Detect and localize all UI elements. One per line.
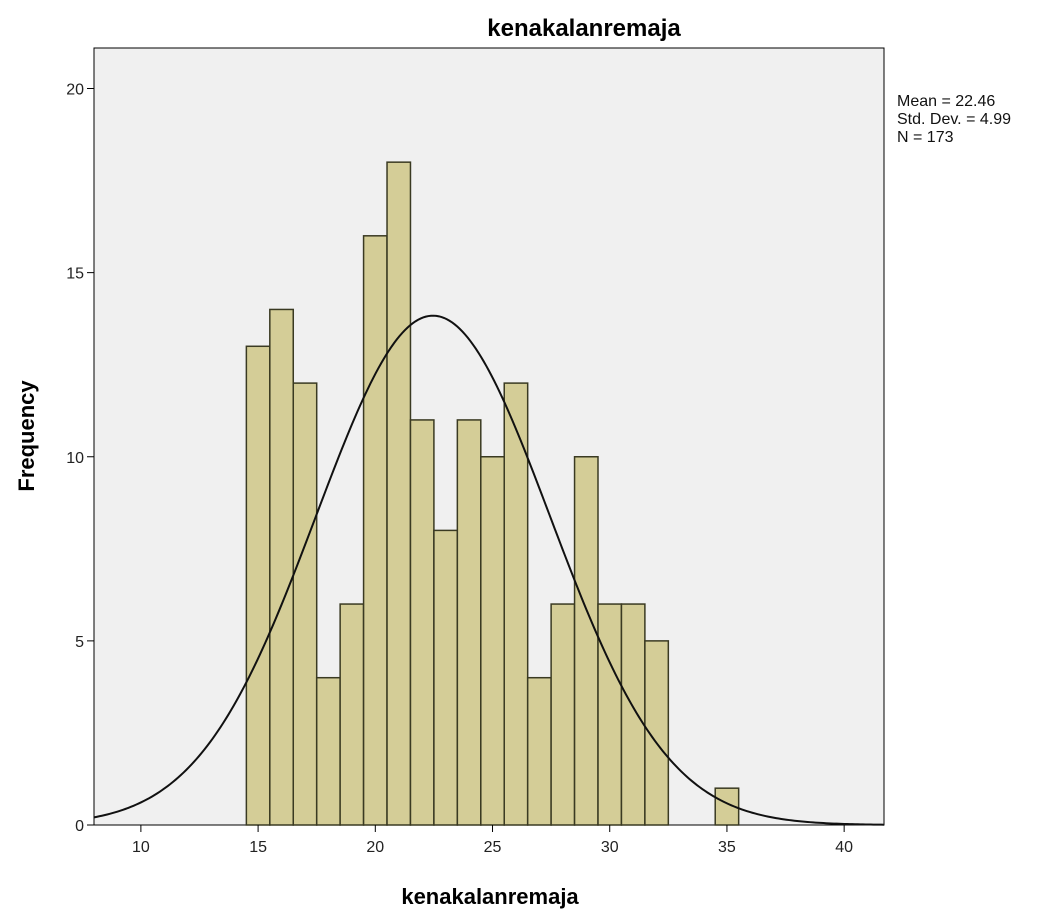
histogram-bar <box>292 382 318 826</box>
histogram-bar <box>245 345 271 826</box>
histogram-bar <box>433 529 459 826</box>
histogram-bar <box>456 419 482 826</box>
histogram-bar <box>526 676 552 826</box>
histogram-bar <box>573 456 599 826</box>
histogram-bar <box>550 603 576 826</box>
y-axis-ticks: 0 5 10 15 20 <box>66 82 94 835</box>
stat-line: N = 173 <box>897 129 954 146</box>
x-tick-label: 20 <box>366 839 384 856</box>
y-axis-title: Frequency <box>14 380 39 492</box>
histogram-bar <box>644 640 670 826</box>
y-tick-label: 0 <box>75 818 84 835</box>
y-tick-label: 20 <box>66 82 84 99</box>
histogram-bar <box>503 382 529 826</box>
histogram-bar <box>339 603 365 826</box>
x-axis-ticks: 10 15 20 25 30 35 40 <box>132 825 853 856</box>
histogram-bar <box>480 456 505 826</box>
chart-title: kenakalanremaja <box>487 15 681 42</box>
stat-line: Mean = 22.46 <box>897 93 995 110</box>
histogram-bar <box>386 161 412 826</box>
x-tick-label: 30 <box>601 839 619 856</box>
stat-line: Std. Dev. = 4.99 <box>897 111 1011 128</box>
x-axis-title: kenakalanremaja <box>401 884 579 909</box>
histogram-bar <box>597 603 623 826</box>
histogram-bar <box>362 235 388 826</box>
histogram-bars <box>245 161 740 826</box>
y-tick-label: 15 <box>66 266 84 283</box>
x-tick-label: 35 <box>718 839 736 856</box>
histogram-bar <box>269 308 295 826</box>
normal-curve <box>93 314 885 826</box>
histogram-bar <box>409 419 435 826</box>
histogram-bar <box>620 603 646 826</box>
histogram-bar <box>315 676 341 826</box>
x-tick-label: 10 <box>132 839 150 856</box>
y-tick-label: 10 <box>66 450 84 467</box>
x-tick-label: 40 <box>835 839 853 856</box>
x-tick-label: 25 <box>484 839 502 856</box>
x-tick-label: 15 <box>249 839 267 856</box>
y-tick-label: 5 <box>75 634 84 651</box>
